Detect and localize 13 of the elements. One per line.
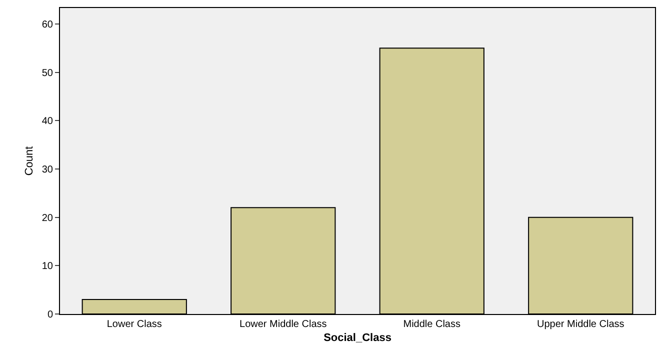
x-tick-label: Lower Middle Class [239, 319, 327, 330]
x-tick-label: Middle Class [403, 319, 461, 330]
x-axis-title: Social_Class [324, 332, 392, 344]
y-tick-label: 60 [42, 19, 54, 30]
x-tick-label: Lower Class [106, 319, 162, 330]
y-tick-label: 50 [42, 68, 54, 79]
y-tick-label: 40 [42, 116, 54, 128]
y-tick-label: 0 [47, 310, 54, 320]
y-axis-title: Count [24, 146, 36, 176]
y-tick-label: 20 [42, 212, 54, 224]
y-tick-label: 30 [42, 164, 54, 176]
x-tick-label: Upper Middle Class [536, 319, 624, 330]
y-tick-label: 10 [42, 261, 54, 272]
